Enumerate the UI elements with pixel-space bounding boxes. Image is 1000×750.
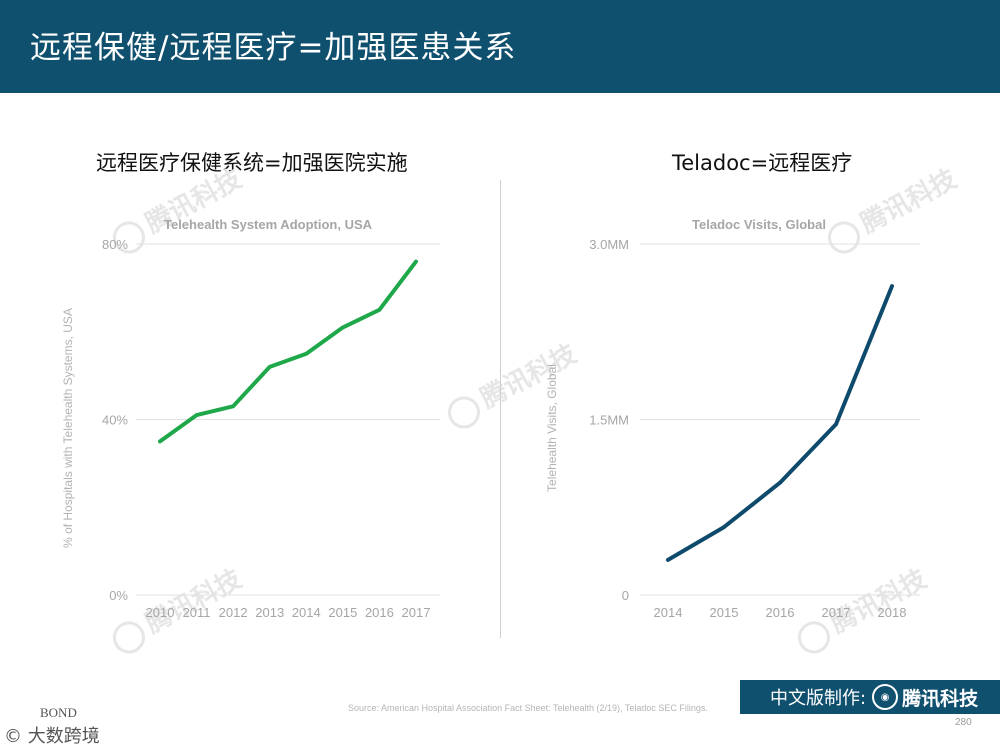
credit-badge: 中文版制作: ◉ 腾讯科技 (740, 680, 1000, 714)
left-x-tick-label: 2013 (255, 605, 284, 620)
right-x-tick-label: 2018 (878, 605, 907, 620)
left-series-line (158, 259, 418, 444)
page-number: 280 (955, 717, 972, 728)
right-y-tick-label: 1.5MM (589, 413, 629, 428)
right-y-tick-label: 3.0MM (589, 237, 629, 252)
corner-watermark: © 大数跨境 (4, 726, 100, 747)
left-x-tick-label: 2017 (402, 605, 431, 620)
header-bar: 远程保健/远程医疗=加强医患关系 (0, 0, 1000, 93)
credit-label: 中文版制作: (770, 688, 867, 709)
right-series-line (666, 284, 894, 562)
bond-logo: BOND (40, 705, 77, 720)
source-note: Source: American Hospital Association Fa… (348, 703, 708, 713)
right-y-tick-label: 0 (622, 588, 629, 603)
left-x-tick-label: 2010 (146, 605, 175, 620)
right-x-tick-label: 2014 (654, 605, 683, 620)
left-section-title: 远程医疗保健系统=加强医院实施 (96, 151, 408, 175)
left-x-tick-label: 2015 (328, 605, 357, 620)
left-y-axis-label: % of Hospitals with Telehealth Systems, … (61, 308, 75, 548)
tencent-logo-icon: ◉ (872, 684, 899, 710)
left-x-tick-label: 2012 (219, 605, 248, 620)
right-section-title: Teladoc=远程医疗 (672, 151, 853, 175)
left-x-tick-label: 2016 (365, 605, 394, 620)
right-x-tick-label: 2016 (766, 605, 795, 620)
right-chart-title: Teladoc Visits, Global (692, 217, 826, 232)
right-x-tick-label: 2015 (710, 605, 739, 620)
left-y-tick-label: 0% (109, 588, 128, 603)
right-x-tick-label: 2017 (822, 605, 851, 620)
page-title: 远程保健/远程医疗=加强医患关系 (30, 30, 517, 66)
right-y-axis-label: Telehealth Visits, Global (545, 364, 559, 492)
left-chart-title: Telehealth System Adoption, USA (164, 217, 373, 232)
left-y-tick-label: 80% (102, 237, 128, 252)
credit-brand: 腾讯科技 (902, 687, 979, 710)
left-x-tick-label: 2011 (183, 605, 211, 620)
left-y-tick-label: 40% (102, 413, 128, 428)
left-x-tick-label: 2014 (292, 605, 321, 620)
chart-divider (500, 180, 501, 638)
